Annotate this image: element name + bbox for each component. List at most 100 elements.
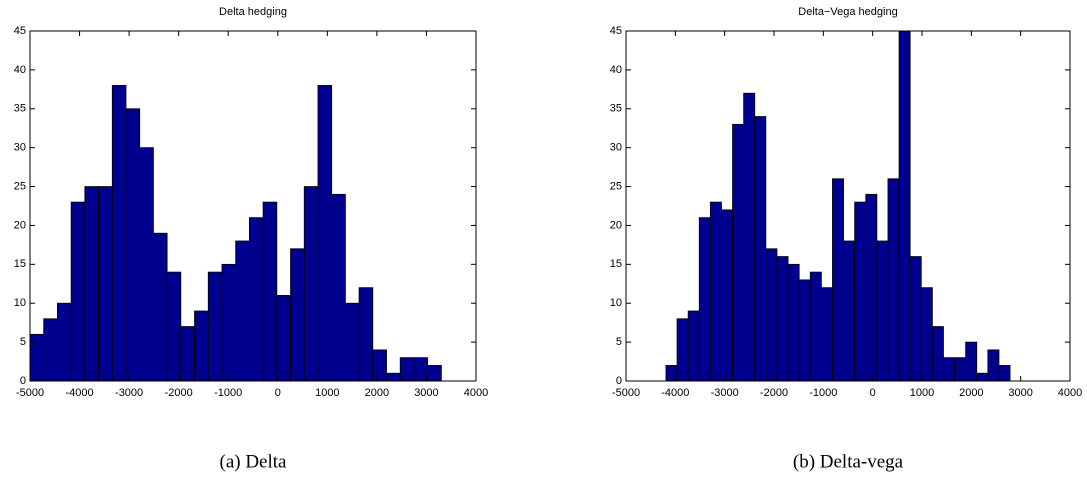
x-tick-label: -3000 xyxy=(115,387,143,399)
bar xyxy=(931,326,944,382)
bar xyxy=(920,287,933,382)
x-tick-label: 1000 xyxy=(910,387,934,399)
x-tick-label: 0 xyxy=(870,387,876,399)
bar xyxy=(43,318,58,382)
x-tick-label: 2000 xyxy=(365,387,389,399)
bar xyxy=(909,256,922,382)
axes-box xyxy=(625,30,1071,382)
bar xyxy=(732,123,745,382)
y-tick-label: 0 xyxy=(20,375,26,387)
bar xyxy=(787,263,800,382)
axes-box xyxy=(29,30,477,382)
bar xyxy=(139,147,154,382)
bar xyxy=(854,201,867,382)
y-tick-label: 5 xyxy=(20,336,26,348)
bar xyxy=(111,85,127,382)
bar xyxy=(70,201,86,382)
y-tick-label: 40 xyxy=(14,64,26,76)
bar xyxy=(865,193,878,382)
bar xyxy=(765,248,778,382)
y-tick-label: 20 xyxy=(610,219,622,231)
bar xyxy=(887,178,900,382)
chart-title: Delta−Vega hedging xyxy=(798,6,897,18)
bar xyxy=(965,341,978,382)
y-tick-label: 5 xyxy=(616,336,622,348)
y-tick-label: 15 xyxy=(14,258,26,270)
bar xyxy=(84,186,99,382)
bar xyxy=(698,217,711,382)
y-tick-label: 35 xyxy=(14,103,26,115)
bar xyxy=(303,186,319,382)
bar xyxy=(235,240,250,382)
x-tick-label: -5000 xyxy=(16,387,44,399)
bar xyxy=(317,85,333,382)
caption: (a) Delta xyxy=(220,451,288,472)
bar xyxy=(709,201,722,382)
y-tick-label: 40 xyxy=(610,64,622,76)
bar xyxy=(413,357,429,382)
x-tick-label: -1000 xyxy=(809,387,837,399)
x-tick-label: 4000 xyxy=(464,387,488,399)
y-tick-label: 30 xyxy=(610,142,622,154)
bar xyxy=(976,372,989,382)
bar xyxy=(987,349,1000,382)
x-tick-label: -1000 xyxy=(214,387,242,399)
y-tick-label: 30 xyxy=(14,142,26,154)
y-tick-label: 25 xyxy=(14,180,26,192)
x-tick-label: 3000 xyxy=(1008,387,1032,399)
bar xyxy=(798,279,811,382)
bar xyxy=(221,263,237,382)
y-tick-label: 35 xyxy=(610,103,622,115)
x-tick-label: -4000 xyxy=(65,387,93,399)
bar xyxy=(180,326,195,382)
x-tick-label: -5000 xyxy=(612,387,640,399)
bar xyxy=(386,372,401,382)
bar xyxy=(687,310,700,382)
bar xyxy=(743,92,756,382)
bar xyxy=(998,365,1011,382)
bar xyxy=(820,287,833,382)
bar xyxy=(207,271,223,382)
bar xyxy=(344,302,360,382)
bar xyxy=(290,248,305,382)
bar xyxy=(98,186,113,382)
x-tick-label: -2000 xyxy=(165,387,193,399)
y-tick-label: 0 xyxy=(616,375,622,387)
bar xyxy=(29,333,45,382)
x-tick-label: 3000 xyxy=(414,387,438,399)
bar xyxy=(427,365,442,382)
bar xyxy=(676,318,689,382)
bar xyxy=(776,256,789,382)
bar xyxy=(876,240,889,382)
y-tick-label: 25 xyxy=(610,180,622,192)
bar xyxy=(248,217,264,382)
bar xyxy=(721,209,733,382)
y-tick-label: 20 xyxy=(14,219,26,231)
bar xyxy=(331,193,346,382)
bar xyxy=(166,271,182,382)
bar xyxy=(57,302,72,382)
y-tick-label: 15 xyxy=(610,258,622,270)
x-tick-label: 4000 xyxy=(1058,387,1082,399)
bar xyxy=(153,232,168,382)
y-tick-label: 45 xyxy=(610,25,622,37)
bar xyxy=(262,201,278,382)
bar xyxy=(754,116,767,382)
bar xyxy=(898,30,911,382)
bar xyxy=(943,357,955,382)
y-tick-label: 10 xyxy=(14,297,26,309)
y-tick-label: 45 xyxy=(14,25,26,37)
chart-title: Delta hedging xyxy=(219,6,287,18)
x-tick-label: -4000 xyxy=(661,387,689,399)
bar xyxy=(276,295,291,382)
bar xyxy=(809,271,822,382)
x-tick-label: -2000 xyxy=(760,387,788,399)
x-tick-label: 1000 xyxy=(315,387,339,399)
x-tick-label: -3000 xyxy=(711,387,739,399)
bar xyxy=(832,178,844,382)
x-tick-label: 0 xyxy=(275,387,281,399)
bar xyxy=(843,240,856,382)
bar xyxy=(399,357,415,382)
bar xyxy=(125,108,141,382)
